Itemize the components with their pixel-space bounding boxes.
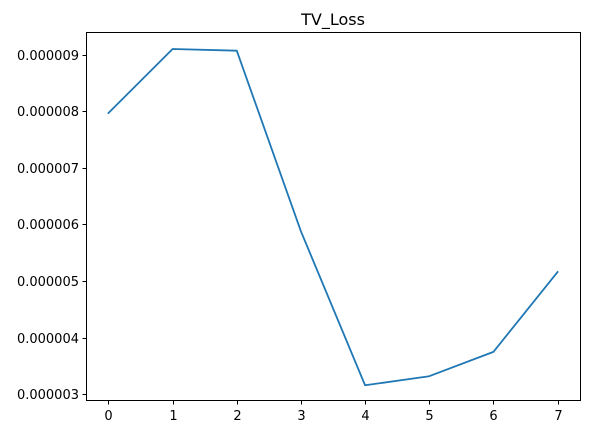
y-tick-label: 0.000009 xyxy=(17,49,79,64)
x-axis-ticks: 0 1 2 3 4 5 6 7 xyxy=(104,400,563,424)
x-tick-label: 0 xyxy=(104,409,112,424)
y-tick-label: 0.000006 xyxy=(17,218,79,233)
y-tick-label: 0.000004 xyxy=(17,332,79,347)
chart-title: TV_Loss xyxy=(300,10,365,30)
y-tick-label: 0.000005 xyxy=(17,275,79,290)
y-tick-label: 0.000003 xyxy=(17,388,79,403)
y-axis-ticks: 0.000003 0.000004 0.000005 0.000006 0.000007… xyxy=(17,49,87,403)
series-line xyxy=(107,48,559,387)
x-tick-label: 6 xyxy=(489,409,497,424)
x-tick-label: 3 xyxy=(297,409,305,424)
y-tick-label: 0.000007 xyxy=(17,162,79,177)
x-tick-label: 7 xyxy=(554,409,562,424)
x-tick-label: 2 xyxy=(233,409,241,424)
x-tick-label: 1 xyxy=(169,409,177,424)
plot-frame xyxy=(86,32,581,401)
y-tick-label: 0.000008 xyxy=(17,105,79,120)
x-tick-label: 4 xyxy=(361,409,369,424)
x-tick-label: 5 xyxy=(425,409,433,424)
series-layer xyxy=(107,48,559,387)
